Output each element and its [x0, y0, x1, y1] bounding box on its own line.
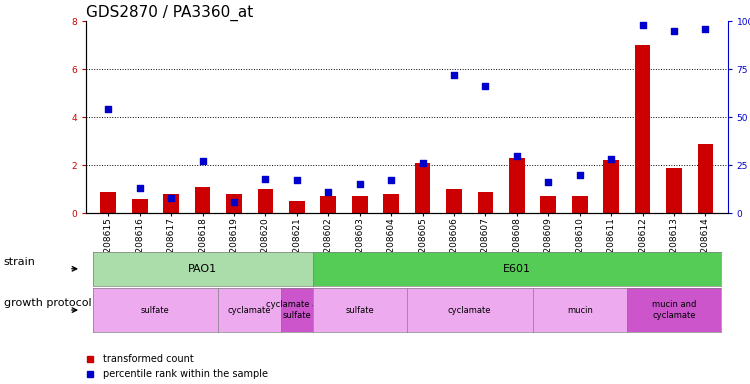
Point: [574, 172, 586, 178]
Text: cyclamate and
sulfate: cyclamate and sulfate: [266, 300, 328, 320]
Text: PAO1: PAO1: [188, 264, 217, 274]
Point: [700, 26, 712, 32]
Bar: [257, 189, 273, 213]
Point: [354, 181, 366, 187]
Bar: [446, 189, 462, 213]
Text: mucin: mucin: [567, 306, 592, 314]
Text: sulfate: sulfate: [141, 306, 170, 314]
Bar: [320, 196, 336, 213]
Text: transformed count: transformed count: [104, 354, 194, 364]
Bar: [352, 196, 368, 213]
Bar: [541, 196, 556, 213]
Point: [228, 199, 240, 205]
Text: percentile rank within the sample: percentile rank within the sample: [104, 369, 268, 379]
Bar: [478, 192, 494, 213]
Point: [260, 175, 272, 182]
Point: [196, 158, 208, 164]
Text: GDS2870 / PA3360_at: GDS2870 / PA3360_at: [86, 5, 254, 21]
Text: E601: E601: [503, 264, 531, 274]
Text: growth protocol: growth protocol: [4, 298, 92, 308]
Bar: [132, 199, 148, 213]
Bar: [698, 144, 713, 213]
Point: [448, 72, 460, 78]
Point: [479, 83, 491, 89]
Text: sulfate: sulfate: [345, 306, 374, 314]
Point: [102, 106, 114, 113]
Text: mucin and
cyclamate: mucin and cyclamate: [652, 300, 696, 320]
Bar: [509, 158, 525, 213]
Bar: [603, 161, 619, 213]
Point: [386, 177, 398, 184]
Text: cyclamate: cyclamate: [228, 306, 272, 314]
Point: [668, 28, 680, 34]
Point: [165, 195, 177, 201]
Bar: [226, 194, 242, 213]
Point: [416, 160, 428, 166]
Point: [291, 177, 303, 184]
Point: [322, 189, 334, 195]
Point: [605, 156, 617, 162]
Point: [134, 185, 146, 191]
Bar: [383, 194, 399, 213]
Bar: [195, 187, 211, 213]
Bar: [100, 192, 116, 213]
Bar: [164, 194, 179, 213]
Text: cyclamate: cyclamate: [448, 306, 491, 314]
Bar: [634, 45, 650, 213]
Bar: [666, 167, 682, 213]
Point: [542, 179, 554, 185]
Bar: [415, 163, 430, 213]
Point: [511, 152, 523, 159]
Bar: [572, 196, 587, 213]
Bar: [289, 201, 304, 213]
Point: [637, 22, 649, 28]
Text: strain: strain: [4, 257, 36, 267]
